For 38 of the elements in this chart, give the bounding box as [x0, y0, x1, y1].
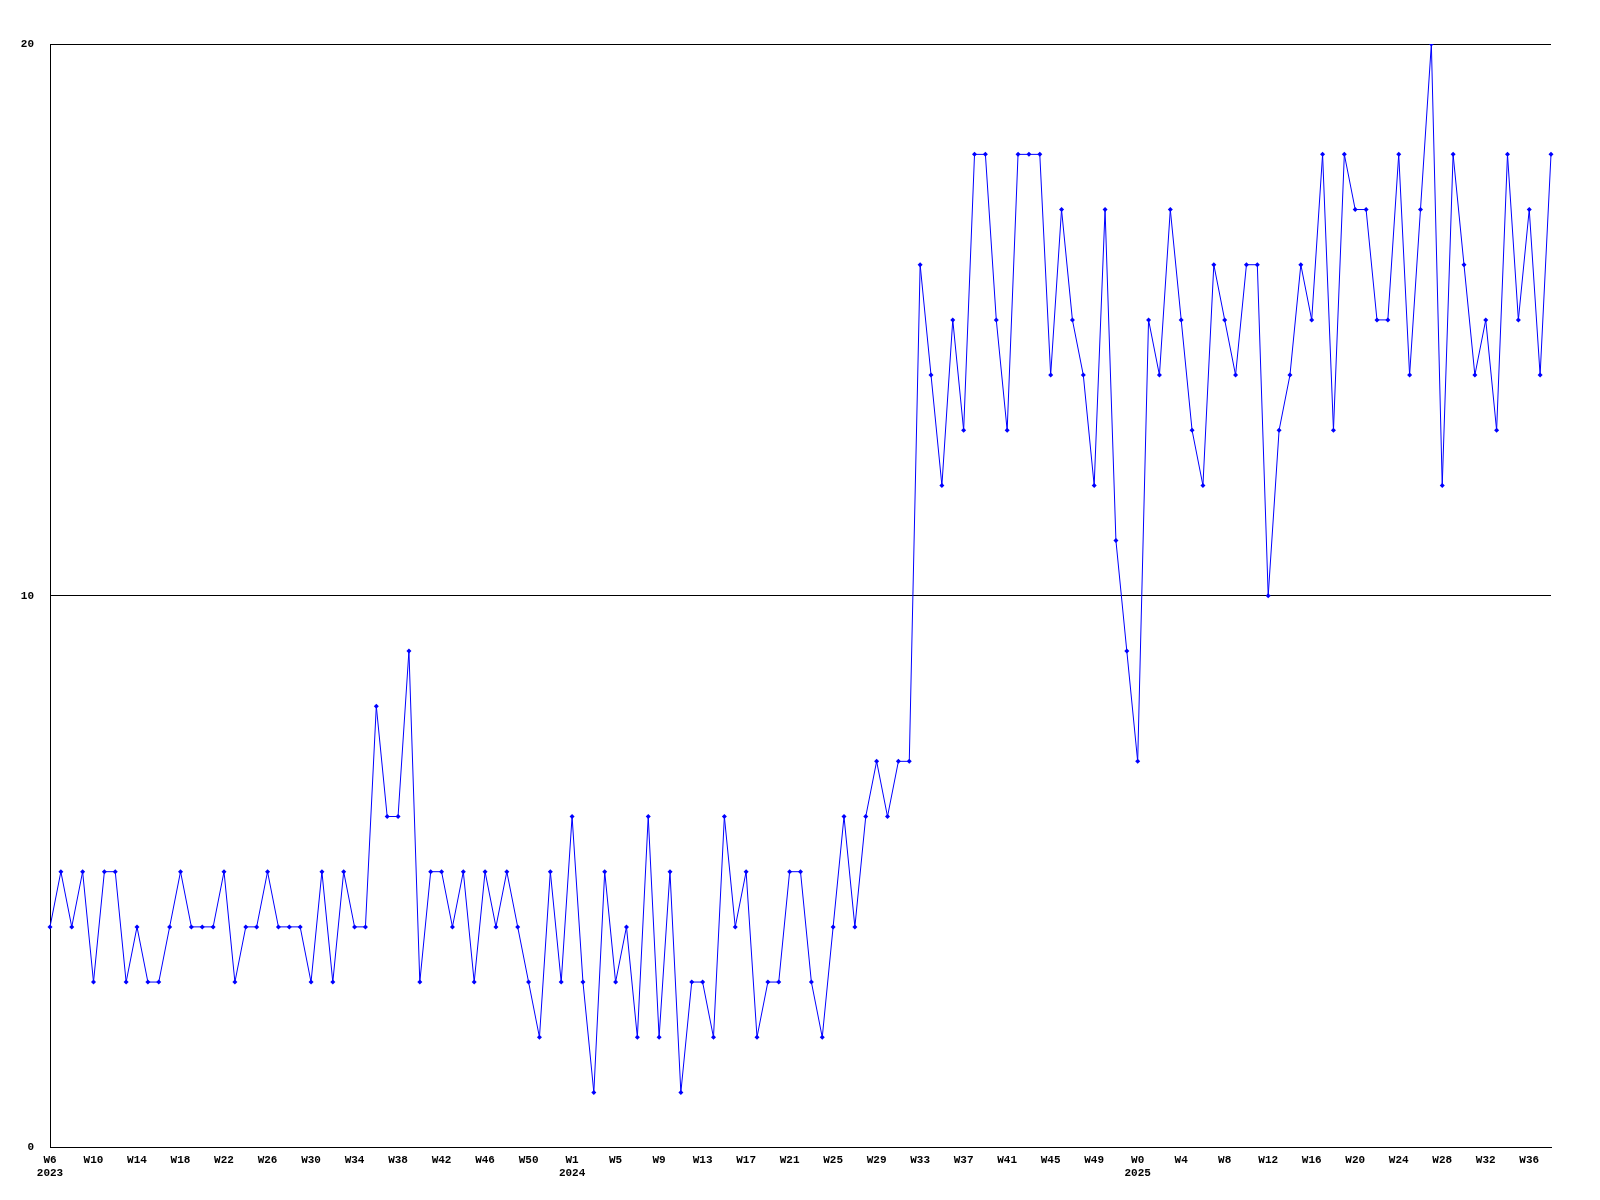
x-tick-label: W26 [257, 1153, 278, 1166]
x-tick-label: W29 [866, 1153, 887, 1166]
x-tick-label: W20 [1345, 1153, 1366, 1166]
x-tick-label: W16 [1301, 1153, 1322, 1166]
y-tick-label: 0 [27, 1141, 34, 1154]
x-tick-label: W10 [83, 1153, 104, 1166]
x-tick-label: W28 [1432, 1153, 1453, 1166]
x-tick-label: W5 [608, 1153, 623, 1166]
x-tick-label: W1 2024 [558, 1153, 586, 1180]
y-tick-label: 20 [20, 37, 34, 50]
x-tick-label: W4 [1174, 1153, 1189, 1166]
x-tick-label: W13 [692, 1153, 713, 1166]
x-tick-label: W12 [1258, 1153, 1279, 1166]
x-tick-label: W46 [475, 1153, 495, 1166]
x-tick-label: W41 [997, 1153, 1018, 1166]
x-tick-label: W32 [1475, 1153, 1496, 1166]
x-tick-label: W49 [1084, 1153, 1105, 1166]
x-tick-label: W25 [823, 1153, 844, 1166]
x-tick-label: W38 [388, 1153, 409, 1166]
x-tick-label: W50 [518, 1153, 539, 1166]
x-tick-label: W34 [344, 1153, 365, 1166]
x-tick-label: W30 [301, 1153, 321, 1166]
x-tick-label: W9 [652, 1153, 666, 1166]
x-tick-label: W21 [779, 1153, 800, 1166]
x-tick-label: W8 [1218, 1153, 1232, 1166]
x-tick-label: W17 [736, 1153, 757, 1166]
x-tick-label: W45 [1040, 1153, 1061, 1166]
x-tick-label: W36 [1519, 1153, 1540, 1166]
x-tick-label: W24 [1388, 1153, 1410, 1166]
x-tick-label: W22 [214, 1153, 234, 1166]
x-tick-label: W0 2025 [1124, 1153, 1152, 1180]
x-tick-label: W37 [953, 1153, 974, 1166]
x-tick-label: W42 [431, 1153, 452, 1166]
x-tick-label: W18 [170, 1153, 191, 1166]
x-tick-label: W33 [910, 1153, 931, 1166]
x-tick-label: W14 [127, 1153, 148, 1166]
x-tick-label: W6 2023 [36, 1153, 64, 1180]
y-tick-label: 10 [20, 589, 34, 602]
